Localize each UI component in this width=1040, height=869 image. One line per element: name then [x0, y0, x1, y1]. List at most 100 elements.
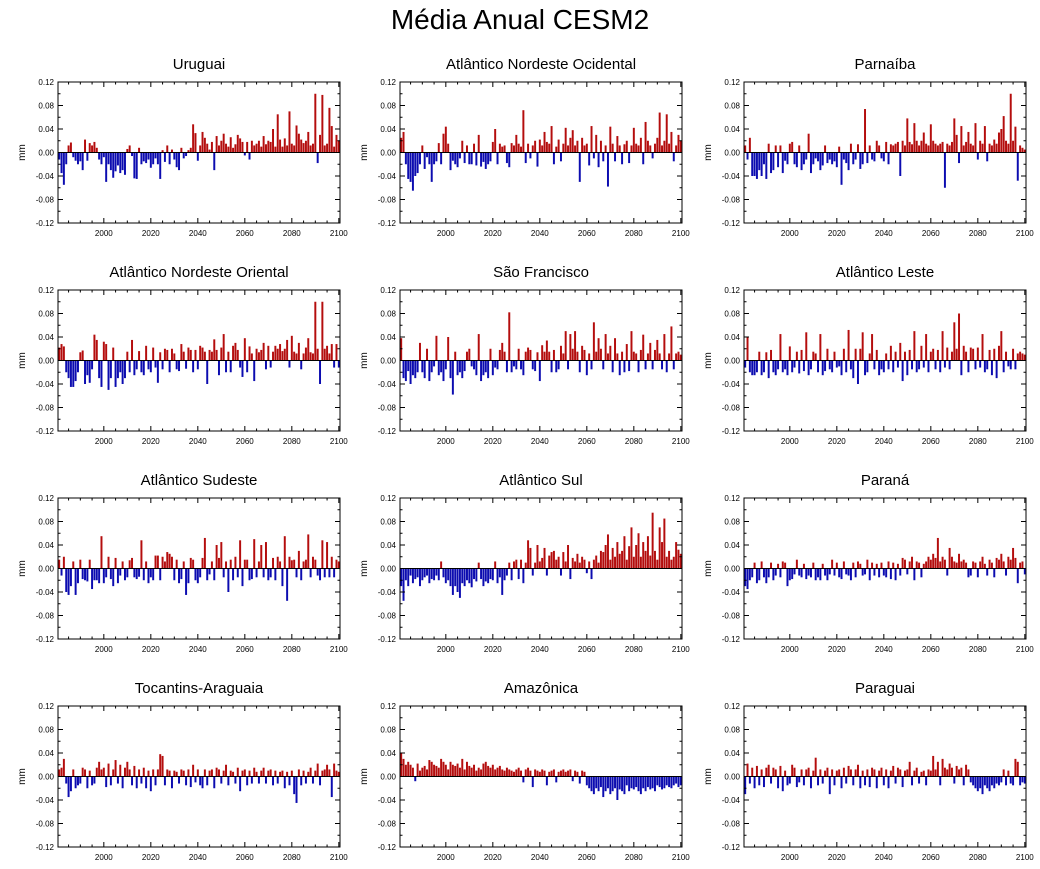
bar: [1012, 776, 1015, 786]
bar: [81, 767, 84, 777]
bar: [482, 152, 485, 162]
bar: [156, 769, 159, 777]
bar: [496, 152, 499, 165]
bar: [661, 542, 664, 569]
bar: [428, 360, 431, 382]
bar: [873, 152, 876, 162]
bar: [965, 562, 968, 569]
bar: [65, 360, 68, 373]
bar: [941, 331, 944, 361]
bar: [922, 770, 925, 777]
bar: [67, 776, 70, 798]
bar: [480, 152, 483, 167]
bar: [236, 767, 239, 777]
bar: [639, 137, 642, 153]
bar: [199, 568, 202, 578]
bar: [821, 360, 824, 376]
bar: [145, 345, 148, 361]
bar: [755, 765, 758, 777]
bar: [828, 776, 831, 795]
bar: [564, 561, 567, 569]
bar: [852, 562, 855, 569]
bar: [758, 152, 761, 171]
bar: [293, 776, 296, 795]
y-tick-label: -0.08: [722, 612, 741, 621]
bar: [962, 145, 965, 153]
bar: [300, 139, 303, 153]
bar: [475, 152, 478, 166]
bar: [791, 141, 794, 153]
bar: [121, 152, 124, 171]
bar: [840, 360, 843, 376]
bar: [658, 353, 661, 361]
bar: [170, 149, 173, 153]
bar: [625, 559, 628, 569]
bar: [819, 334, 822, 361]
bar: [295, 353, 298, 361]
bar: [293, 559, 296, 569]
bar: [98, 360, 101, 379]
bar: [903, 559, 906, 569]
bar: [62, 152, 65, 185]
bar: [950, 767, 953, 777]
bar: [833, 152, 836, 162]
bar: [983, 126, 986, 153]
bar: [62, 758, 65, 777]
bar: [969, 347, 972, 361]
bar: [871, 152, 874, 160]
bar: [229, 360, 232, 373]
bar: [1000, 776, 1003, 783]
bar: [908, 141, 911, 153]
bar: [868, 568, 871, 581]
bar: [748, 360, 751, 373]
bar: [84, 769, 87, 777]
bar: [192, 360, 195, 373]
bar: [1002, 116, 1005, 153]
bar: [451, 764, 454, 777]
y-tick-label: 0.12: [724, 702, 740, 711]
bar: [477, 562, 480, 569]
bar: [116, 152, 119, 166]
bar: [187, 347, 190, 361]
bar: [597, 562, 600, 569]
bar: [934, 360, 937, 370]
bar: [189, 557, 192, 569]
bar: [456, 568, 459, 592]
bar: [178, 776, 181, 784]
bar: [102, 568, 105, 584]
bar: [119, 764, 122, 777]
bar: [1000, 129, 1003, 153]
bar: [878, 568, 881, 578]
bar: [173, 770, 176, 777]
y-tick-label: 0.12: [38, 78, 54, 87]
bar: [189, 349, 192, 361]
bar: [534, 769, 537, 777]
bar: [91, 145, 94, 153]
bar: [133, 360, 136, 376]
bar: [569, 769, 572, 777]
bar: [416, 763, 419, 777]
bar: [69, 568, 72, 587]
bar: [201, 557, 204, 569]
bar: [515, 360, 518, 370]
bar: [807, 360, 810, 376]
bar: [517, 143, 520, 153]
x-tick-label: 2060: [236, 645, 254, 654]
y-tick-label: 0.04: [724, 333, 740, 342]
y-tick-label: 0.12: [380, 494, 396, 503]
bar: [623, 536, 626, 569]
bar: [192, 559, 195, 569]
bar: [675, 145, 678, 153]
bar: [152, 769, 155, 777]
bar: [447, 769, 450, 777]
bar: [852, 776, 855, 786]
bar: [786, 568, 789, 587]
bar: [616, 776, 619, 800]
panel-title: Atlântico Nordeste Oriental: [109, 264, 288, 281]
bar: [896, 767, 899, 777]
y-tick-label: -0.08: [378, 404, 397, 413]
bar: [140, 776, 143, 784]
bar: [962, 559, 965, 569]
bar: [599, 776, 602, 788]
bar: [309, 568, 312, 578]
